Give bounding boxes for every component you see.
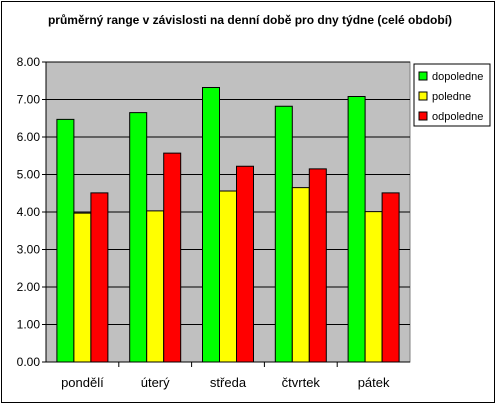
bar-odpoledne-středa xyxy=(236,165,254,363)
y-tick-label: 6.00 xyxy=(17,130,41,144)
x-tick-label: úterý xyxy=(141,375,170,390)
legend-label-odpoledne: odpoledne xyxy=(432,111,483,123)
bar-poledne-středa xyxy=(219,190,237,363)
bar-dopoledne-pátek xyxy=(347,96,366,363)
bar-poledne-pondělí xyxy=(73,212,92,363)
y-tick-label: 5.00 xyxy=(17,168,41,182)
y-tick-label: 4.00 xyxy=(17,205,41,219)
x-tick-label: čtvrtek xyxy=(282,375,321,390)
legend: dopoledne poledne odpoledne xyxy=(413,63,491,127)
y-tick-label: 2.00 xyxy=(17,280,41,294)
chart-title: průměrný range v závislosti na denní dob… xyxy=(47,13,453,27)
bar-dopoledne-pondělí xyxy=(56,118,75,363)
x-tick-label: pondělí xyxy=(61,375,104,390)
bar-poledne-čtvrtek xyxy=(291,187,310,363)
axes xyxy=(42,61,410,367)
bar-odpoledne-pondělí xyxy=(90,192,109,363)
bar-odpoledne-pátek xyxy=(381,192,400,363)
x-tick-label: pátek xyxy=(358,375,390,390)
legend-label-poledne: poledne xyxy=(432,91,471,103)
y-tick-label: 8.00 xyxy=(17,55,41,69)
y-tick-label: 1.00 xyxy=(17,318,41,332)
bar-dopoledne-čtvrtek xyxy=(274,105,293,363)
x-tick-labels: pondělí úterý středa čtvrtek pátek xyxy=(61,375,390,390)
bar-odpoledne-čtvrtek xyxy=(308,168,327,363)
bars xyxy=(56,87,400,363)
legend-swatch-poledne xyxy=(418,91,428,101)
legend-label-dopoledne: dopoledne xyxy=(432,71,483,83)
y-tick-label: 3.00 xyxy=(17,243,41,257)
y-tick-label: 0.00 xyxy=(17,355,41,369)
legend-swatch-dopoledne xyxy=(418,71,428,81)
bar-poledne-pátek xyxy=(364,211,383,363)
bar-dopoledne-středa xyxy=(202,87,220,363)
legend-swatch-odpoledne xyxy=(418,111,428,121)
bar-dopoledne-úterý xyxy=(129,112,148,363)
y-tick-label: 7.00 xyxy=(17,93,41,107)
bar-poledne-úterý xyxy=(146,210,165,363)
bar-odpoledne-úterý xyxy=(163,152,182,363)
y-tick-labels: 0.00 1.00 2.00 3.00 4.00 5.00 6.00 7.00 8.00 xyxy=(17,55,41,369)
x-tick-label: středa xyxy=(210,375,247,390)
